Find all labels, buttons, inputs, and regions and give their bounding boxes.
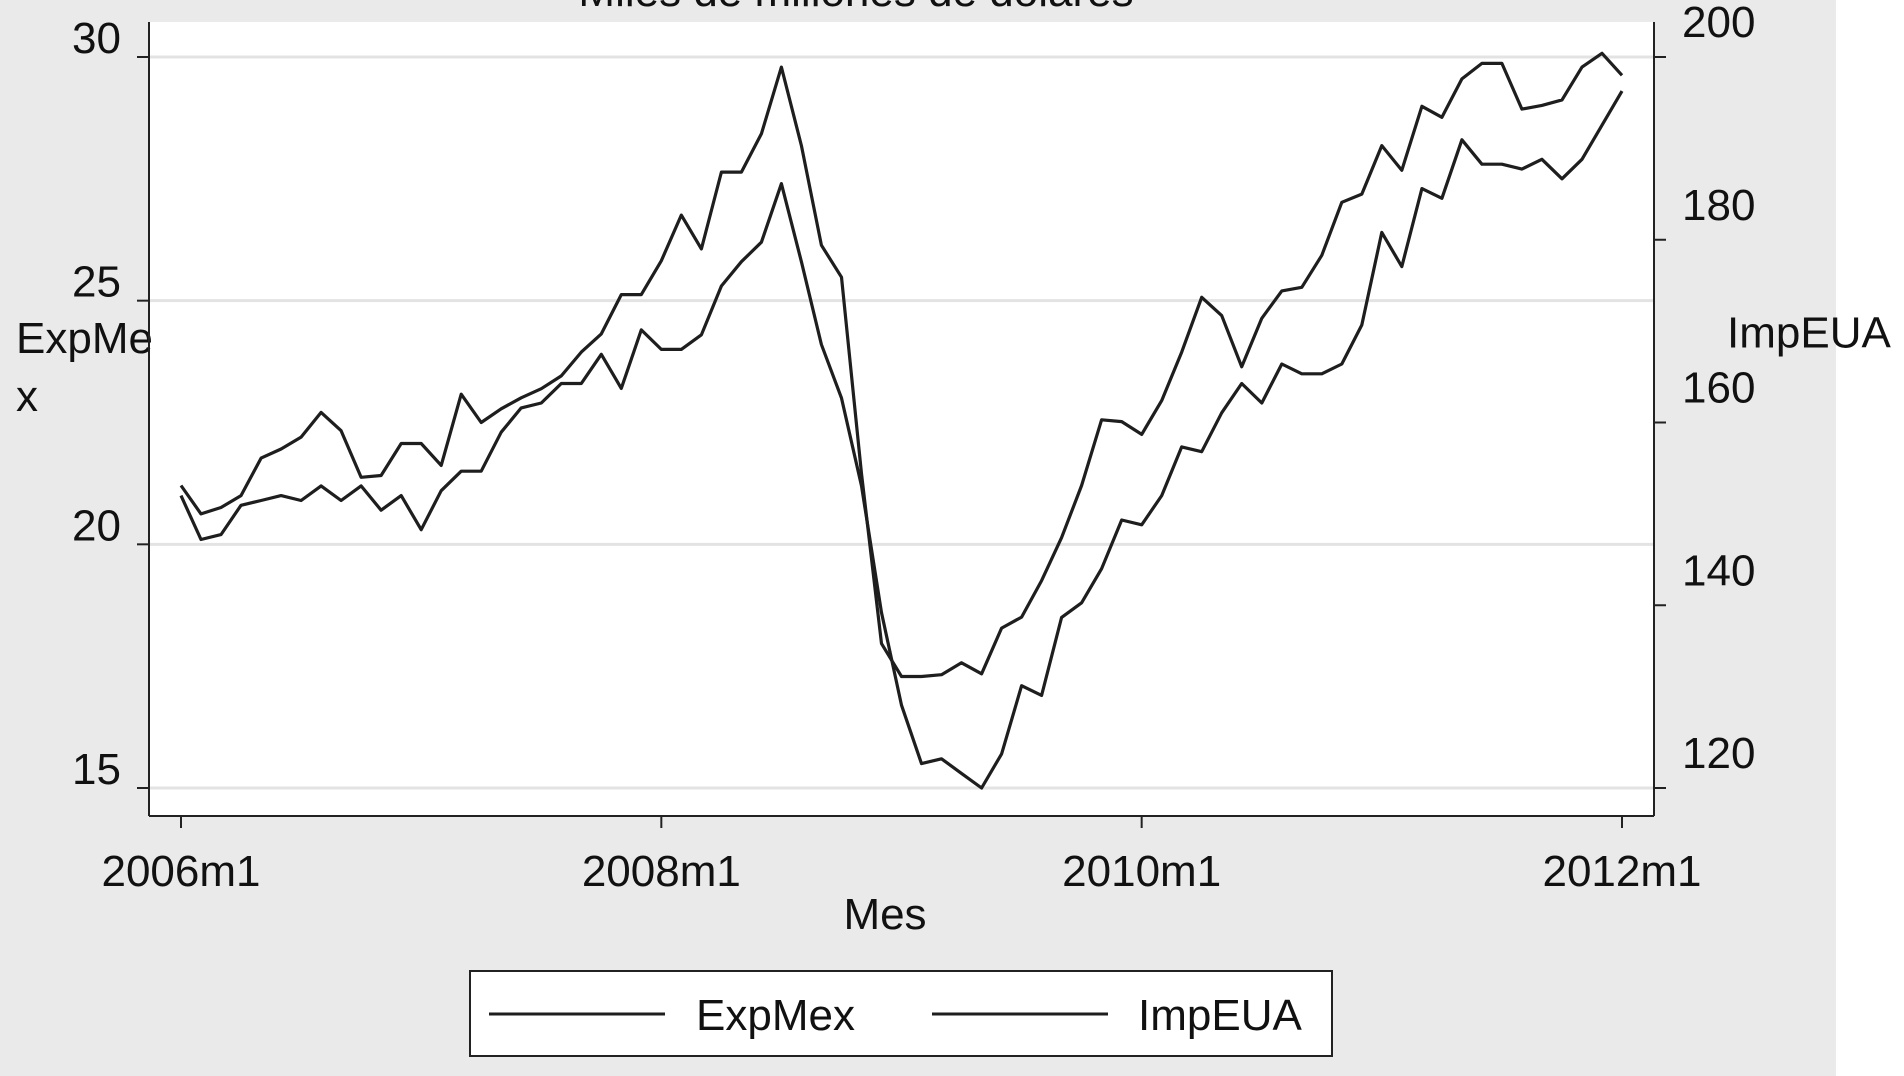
y2-axis-title: ImpEUA	[1727, 309, 1891, 358]
y-axis-title-box: ExpMex	[16, 314, 153, 421]
plot-area	[149, 22, 1654, 816]
legend-label: ExpMex	[696, 991, 855, 1040]
legend-label: ImpEUA	[1138, 991, 1302, 1040]
y2-tick-label: 180	[1682, 181, 1755, 230]
y-tick-label: 30	[72, 14, 121, 63]
series-line	[179, 90, 1624, 790]
y-tick-label: 25	[72, 258, 121, 307]
x-axis-title: Mes	[843, 890, 926, 939]
y2-tick-label: 200	[1682, 0, 1755, 47]
y2-tick-label: 160	[1682, 364, 1755, 413]
x-tick-label: 2006m1	[101, 847, 260, 896]
x-tick-label: 2012m1	[1542, 847, 1701, 896]
chart-title: Miles de millones de dólares	[578, 0, 1133, 16]
y2-tick-label: 140	[1682, 546, 1755, 595]
y-tick-label: 15	[72, 745, 121, 794]
x-tick-label: 2008m1	[582, 847, 741, 896]
y-tick-label: 20	[72, 501, 121, 550]
y-axis-title: ExpMex	[16, 314, 153, 421]
y2-tick-label: 120	[1682, 729, 1755, 778]
series-line	[179, 51, 1624, 679]
x-tick-label: 2010m1	[1062, 847, 1221, 896]
